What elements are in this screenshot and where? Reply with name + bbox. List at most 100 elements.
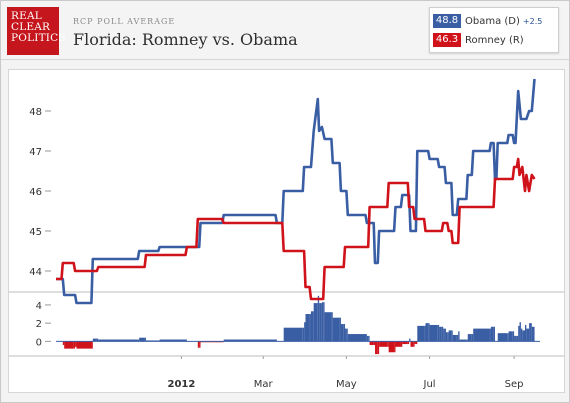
spread-bar <box>443 328 445 342</box>
spread-bar <box>407 341 410 345</box>
spread-bar <box>199 341 201 348</box>
spread-bar <box>414 341 416 345</box>
spread-bar <box>313 303 318 342</box>
legend-label: Romney (R) <box>465 34 524 46</box>
spread-bar <box>137 339 140 342</box>
spread-bar <box>317 295 320 342</box>
spread-bar <box>345 328 347 342</box>
spread-bar <box>73 341 76 349</box>
spread-bar <box>400 341 403 347</box>
spread-bar <box>331 312 333 342</box>
legend-spread: +2.5 <box>522 16 543 26</box>
spread-bar <box>332 317 340 342</box>
spread-bar <box>377 341 380 355</box>
spread-bar <box>424 325 426 342</box>
legend-value: 46.3 <box>433 33 461 47</box>
spread-bar <box>283 327 303 342</box>
chart-panel: 44 45 46 47 48 0 2 4 2012 Mar May Jul Sep <box>8 69 565 393</box>
spread-bar <box>515 335 517 342</box>
spread-bar <box>159 339 186 342</box>
spread-bar <box>139 337 145 342</box>
kicker: RCP POLL AVERAGE <box>73 17 176 26</box>
spread-bar <box>439 326 442 342</box>
spread-bar <box>452 334 457 342</box>
rcp-logo[interactable]: REAL CLEAR POLITICS <box>7 7 66 55</box>
spread-y-tick-label: 0 <box>36 337 42 348</box>
spread-bar <box>522 330 526 342</box>
spread-bar <box>413 341 415 347</box>
spread-bar <box>415 341 418 345</box>
romney-series-line <box>56 157 536 301</box>
legend: 48.8 Obama (D) +2.5 46.3 Romney (R) <box>429 7 559 53</box>
spread-bar <box>387 341 389 347</box>
y-tick-label: 47 <box>29 147 42 158</box>
spread-bar <box>375 341 378 355</box>
spread-bar <box>456 334 459 342</box>
spread-bar <box>309 314 311 342</box>
spread-bar <box>448 330 452 342</box>
spread-bar <box>369 341 374 345</box>
spread-bar <box>343 324 346 342</box>
spread-bar <box>417 325 425 342</box>
spread-bar <box>339 317 341 342</box>
spread-bar <box>365 334 367 342</box>
spread-bar <box>395 341 401 347</box>
spread-bar <box>466 339 468 342</box>
spread-bar <box>96 338 99 342</box>
spread-bar <box>366 335 369 342</box>
y-tick-label: 48 <box>29 107 42 118</box>
spread-bar <box>305 314 310 342</box>
x-tick-label: Sep <box>505 379 524 390</box>
spread-bar <box>429 324 438 342</box>
y-tick-label: 46 <box>29 187 42 198</box>
spread-bar <box>451 330 453 342</box>
spread-bar <box>489 328 491 342</box>
x-tick-label: 2012 <box>168 379 196 390</box>
spread-bar <box>437 324 440 342</box>
spread-bar <box>507 333 509 342</box>
spread-bar <box>197 341 200 348</box>
spread-y-tick-label: 2 <box>36 319 42 330</box>
spread-bar <box>520 328 523 342</box>
spread-bar <box>310 311 314 342</box>
spread-bar <box>388 341 395 353</box>
spread-bar <box>425 323 429 342</box>
spread-bar <box>441 326 444 342</box>
spread-bar <box>428 323 430 342</box>
spread-bar <box>467 334 472 342</box>
plot-area <box>56 75 540 291</box>
spread-bar <box>459 339 467 342</box>
spread-bar <box>91 341 93 349</box>
spread-bar <box>321 302 324 342</box>
spread-bar <box>447 332 449 342</box>
logo-line: POLITICS <box>11 32 66 44</box>
logo-line: REAL <box>11 10 42 22</box>
spread-bar <box>319 303 322 342</box>
spread-bar <box>62 341 65 345</box>
spread-bar <box>75 341 77 347</box>
legend-label: Obama (D) <box>465 15 520 27</box>
spread-bar <box>144 337 146 342</box>
spread-bar <box>64 341 74 349</box>
spread-bar <box>394 341 396 353</box>
spread-bar <box>410 341 414 347</box>
spread-bar <box>497 333 508 342</box>
spread-bar <box>379 341 388 347</box>
header: REAL CLEAR POLITICS RCP POLL AVERAGE Flo… <box>1 1 569 60</box>
spread-bar <box>402 341 408 345</box>
chart-svg: 44 45 46 47 48 0 2 4 2012 Mar May Jul Sep <box>9 75 564 390</box>
spread-bar <box>518 325 520 342</box>
y-tick-label: 45 <box>29 227 42 238</box>
spread-bar <box>508 331 513 342</box>
spread-bar <box>516 335 519 342</box>
legend-item-romney[interactable]: 46.3 Romney (R) <box>433 33 524 48</box>
legend-item-obama[interactable]: 48.8 Obama (D) +2.5 <box>433 14 542 29</box>
x-tick-label: May <box>336 379 357 390</box>
spread-bar <box>373 341 376 345</box>
legend-value: 48.8 <box>433 14 461 28</box>
spread-bar <box>525 324 527 342</box>
spread-bar <box>275 339 277 342</box>
spread-bar <box>409 338 411 342</box>
spread-bar <box>323 302 325 342</box>
